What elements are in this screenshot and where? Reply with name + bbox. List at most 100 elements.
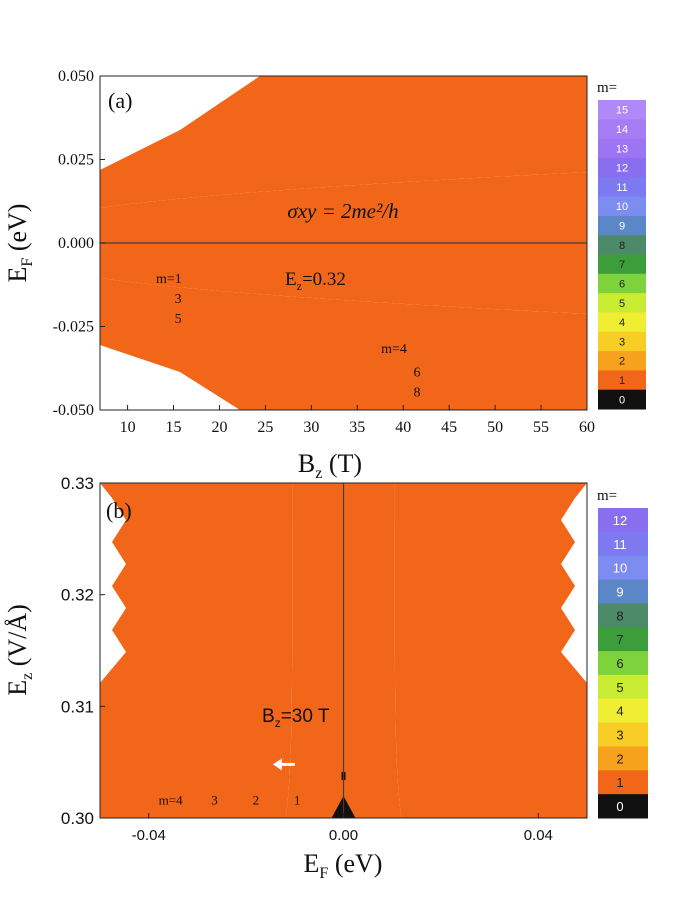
- colorbar-label: 7: [619, 259, 625, 271]
- band-upper-m14: [100, 0, 587, 69]
- colorbar-label: 11: [616, 182, 627, 194]
- colorbar-label: 3: [616, 728, 623, 743]
- x-tick-label: 0.00: [329, 827, 358, 844]
- panel-b-colorbar-title: m=: [597, 488, 617, 504]
- panel-b-heatmap: [100, 483, 587, 818]
- colorbar-label: 1: [619, 375, 625, 387]
- band-left-m1: [100, 483, 293, 818]
- band-label: 1: [294, 793, 301, 808]
- colorbar-label: 11: [613, 537, 627, 552]
- band-upper-m15: [100, 0, 587, 58]
- band-label: 5: [175, 312, 182, 327]
- colorbar-swatch: [598, 651, 648, 676]
- colorbar-label: 9: [619, 221, 625, 233]
- band-label: 3: [211, 793, 218, 808]
- band-upper-m13: [100, 76, 107, 80]
- colorbar-swatch: [598, 627, 648, 652]
- panel-b-band-labels: m=4 3 2 1: [159, 793, 301, 808]
- colorbar-swatch: [598, 273, 646, 294]
- colorbar-swatch: [598, 138, 646, 159]
- y-tick-label: -0.050: [53, 402, 94, 419]
- colorbar-swatch: [598, 312, 646, 333]
- colorbar-label: 10: [616, 201, 628, 213]
- colorbar-swatch: [598, 794, 648, 819]
- panel-a-field-annotation: Ez=0.32: [285, 269, 346, 293]
- colorbar-swatch: [598, 508, 648, 533]
- y-tick-label: 0.31: [61, 697, 94, 716]
- colorbar-swatch: [598, 698, 648, 724]
- colorbar-label: 0: [616, 799, 623, 814]
- y-tick-label: 0.30: [61, 809, 94, 828]
- x-tick-label: 15: [166, 419, 182, 436]
- panel-b-y-axis-label: Ez (V/Å): [3, 604, 36, 696]
- panel-a-y-axis-label: EF (eV): [3, 204, 36, 283]
- panel-a-y-ticks: 0.050 0.025 0.000 -0.025 -0.050: [53, 68, 105, 419]
- panel-b-blank-right: [561, 483, 587, 683]
- colorbar-label: 9: [616, 584, 623, 599]
- x-tick-label: -0.04: [132, 827, 166, 844]
- panel-a-x-ticks: 10 15 20 25 30 35 40 45 50 55 60: [120, 405, 595, 436]
- panel-b: (b) -0.04 0.00 0.04 0.33 0.32 0.31 0.30 EF (e…: [3, 474, 648, 882]
- colorbar-swatch: [598, 196, 646, 217]
- colorbar-swatch: [598, 254, 646, 275]
- colorbar-swatch: [598, 331, 646, 352]
- colorbar-swatch: [598, 389, 646, 410]
- panel-a-x-axis-label: Bz (T): [298, 449, 362, 482]
- y-tick-label: 0.050: [58, 68, 94, 85]
- x-tick-label: 40: [395, 419, 411, 436]
- colorbar-label: 2: [619, 356, 625, 368]
- x-tick-label: 30: [303, 419, 319, 436]
- panel-b-label: (b): [106, 498, 132, 523]
- band-label: 8: [414, 386, 421, 401]
- arrow-head: [272, 758, 282, 771]
- panel-b-x-ticks: -0.04 0.00 0.04: [132, 813, 553, 844]
- x-tick-label: 0.04: [524, 827, 553, 844]
- panel-a-formula: σxy = 2me²/h: [287, 199, 398, 223]
- colorbar-label: 5: [619, 298, 625, 310]
- colorbar-swatch: [598, 770, 648, 795]
- x-tick-label: 55: [533, 419, 549, 436]
- band-label: 6: [414, 366, 421, 381]
- colorbar-label: 8: [616, 608, 623, 623]
- colorbar-label: 6: [619, 278, 625, 290]
- panel-a: (a) 10 15 20 25 30 35 40 45 50 55 60 0.0500.0250.0…: [3, 0, 646, 482]
- colorbar-label: 7: [616, 632, 623, 647]
- arrow-icon: [272, 758, 295, 771]
- band-upper-m1: [100, 76, 587, 208]
- colorbar-label: 8: [619, 240, 625, 252]
- colorbar-label: 6: [616, 656, 623, 671]
- band-right-m1: [394, 483, 587, 818]
- band-label: 2: [253, 793, 260, 808]
- panel-a-heatmap: [100, 0, 587, 410]
- colorbar-swatch: [598, 293, 646, 313]
- y-tick-label: 0.33: [61, 474, 94, 493]
- colorbar-label: 10: [613, 561, 627, 576]
- panel-a-colorbar-title: m=: [597, 80, 617, 96]
- colorbar-label: 4: [619, 317, 625, 329]
- colorbar-label: 2: [616, 751, 623, 766]
- colorbar-swatch: [598, 531, 648, 557]
- x-tick-label: 25: [257, 419, 273, 436]
- band-lower-m1: [100, 278, 587, 410]
- colorbar-swatch: [598, 100, 646, 120]
- colorbar-label: 1: [616, 775, 623, 790]
- colorbar-label: 15: [616, 105, 628, 117]
- colorbar-label: 13: [616, 143, 628, 155]
- colorbar-swatch: [598, 579, 648, 604]
- colorbar-swatch: [598, 157, 646, 178]
- band-label: m=4: [159, 793, 183, 808]
- x-tick-label: 10: [120, 419, 136, 436]
- band-label: 3: [175, 292, 182, 307]
- colorbar-swatch: [598, 674, 648, 700]
- colorbar-swatch: [598, 722, 648, 747]
- y-tick-label: 0.000: [58, 235, 94, 252]
- colorbar-swatch: [598, 555, 648, 581]
- colorbar-swatch: [598, 235, 646, 255]
- y-tick-label: -0.025: [53, 319, 94, 336]
- x-tick-label: 35: [349, 419, 365, 436]
- colorbar-label: 3: [619, 336, 625, 348]
- band-label: m=4: [381, 342, 407, 357]
